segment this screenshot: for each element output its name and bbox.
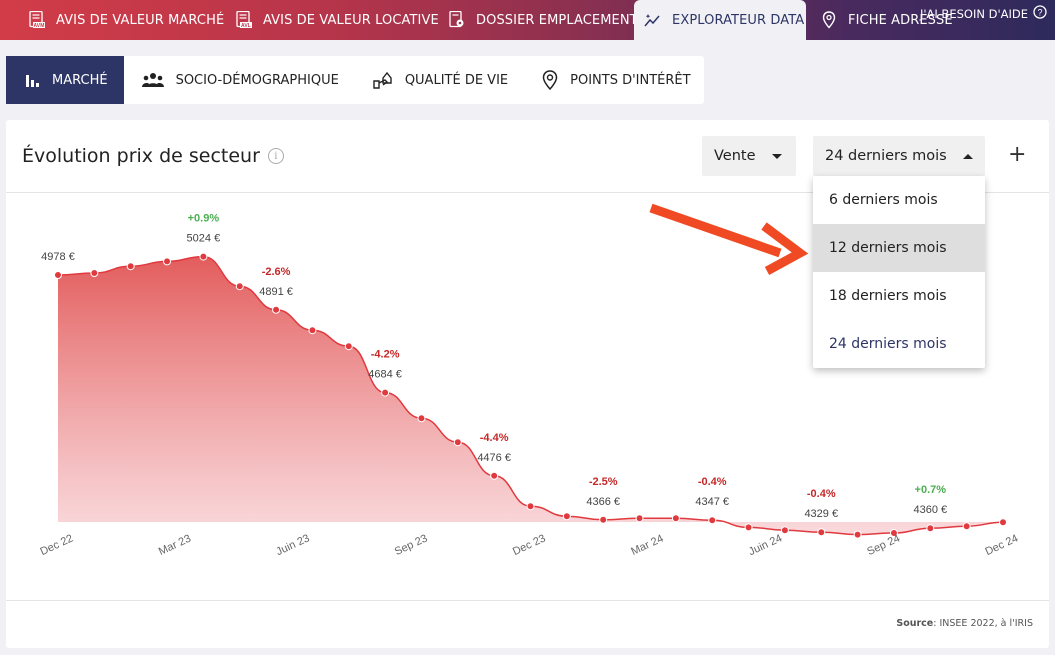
- source-text: : INSEE 2022, à l'IRIS: [933, 618, 1033, 629]
- period-option-12[interactable]: 12 derniers mois: [813, 224, 985, 272]
- caret-up-icon: [962, 153, 973, 159]
- subtab-label: SOCIO-DÉMOGRAPHIQUE: [175, 72, 339, 88]
- bar-chart-icon: [24, 72, 40, 88]
- tab-dossier-emplacement[interactable]: DOSSIER EMPLACEMENT: [448, 0, 638, 40]
- help-label: J'AI BESOIN D'AIDE: [919, 6, 1028, 21]
- subtab-points-interet[interactable]: POINTS D'INTÉRÊT: [524, 56, 706, 104]
- card-title-text: Évolution prix de secteur: [22, 145, 260, 167]
- tab-label: DOSSIER EMPLACEMENT: [476, 12, 638, 28]
- location-doc-icon: [448, 11, 466, 29]
- subtab-label: MARCHÉ: [52, 72, 108, 88]
- period-option-6[interactable]: 6 derniers mois: [829, 192, 938, 208]
- subtab-bar: MARCHÉ SOCIO-DÉMOGRAPHIQUE QUALITÉ DE VI…: [6, 56, 704, 104]
- type-select-value: Vente: [714, 148, 756, 164]
- tab-label: AVIS DE VALEUR LOCATIVE: [263, 12, 439, 28]
- period-select-value: 24 derniers mois: [825, 148, 947, 164]
- caret-down-icon: [771, 153, 782, 159]
- quality-icon: [373, 71, 393, 89]
- type-select[interactable]: Vente: [702, 136, 796, 176]
- subtab-qualite-de-vie[interactable]: QUALITÉ DE VIE: [355, 56, 524, 104]
- source-label: Source: [896, 618, 934, 629]
- chart-sparkle-icon: [644, 11, 662, 29]
- help-circle-icon: ?: [1033, 5, 1047, 22]
- map-pin-icon: [820, 11, 838, 29]
- tab-label: FICHE ADRESSE: [848, 12, 953, 28]
- help-link[interactable]: J'AI BESOIN D'AIDE ?: [920, 5, 1047, 22]
- subtab-label: QUALITÉ DE VIE: [404, 72, 509, 88]
- avm-doc-icon: AVM: [28, 11, 46, 29]
- tab-avis-valeur-locative[interactable]: AVL AVIS DE VALEUR LOCATIVE: [235, 0, 439, 40]
- tab-label: AVIS DE VALEUR MARCHÉ: [56, 12, 225, 28]
- subtab-marche[interactable]: MARCHÉ: [6, 56, 124, 104]
- header-divider: [6, 192, 1049, 193]
- period-option-18[interactable]: 18 derniers mois: [829, 288, 947, 304]
- top-tab-bar: AVM AVIS DE VALEUR MARCHÉ AVL AVIS DE VA…: [0, 0, 1055, 40]
- tab-avis-valeur-marche[interactable]: AVM AVIS DE VALEUR MARCHÉ: [28, 0, 224, 40]
- period-select[interactable]: 24 derniers mois: [813, 136, 985, 176]
- tab-label: EXPLORATEUR DATA: [672, 12, 805, 28]
- svg-text:AVM: AVM: [33, 23, 44, 29]
- poi-pin-icon: [542, 70, 558, 90]
- avl-doc-icon: AVL: [235, 11, 253, 29]
- footer-divider: [6, 600, 1049, 601]
- people-icon: [141, 72, 164, 88]
- tab-explorateur-data[interactable]: EXPLORATEUR DATA: [634, 0, 806, 40]
- subtab-socio-demographique[interactable]: SOCIO-DÉMOGRAPHIQUE: [124, 56, 355, 104]
- svg-text:AVL: AVL: [241, 23, 251, 29]
- period-dropdown-menu: 6 derniers mois 12 derniers mois 18 dern…: [813, 176, 985, 368]
- svg-text:?: ?: [1037, 8, 1042, 18]
- tab-fiche-adresse[interactable]: FICHE ADRESSE: [820, 0, 953, 40]
- card-title: Évolution prix de secteur i: [22, 145, 284, 167]
- add-icon[interactable]: +: [1008, 142, 1027, 167]
- info-icon[interactable]: i: [267, 148, 284, 164]
- subtab-label: POINTS D'INTÉRÊT: [570, 72, 691, 88]
- period-option-24[interactable]: 24 derniers mois: [829, 336, 947, 352]
- source-note: Source: INSEE 2022, à l'IRIS: [896, 618, 1033, 629]
